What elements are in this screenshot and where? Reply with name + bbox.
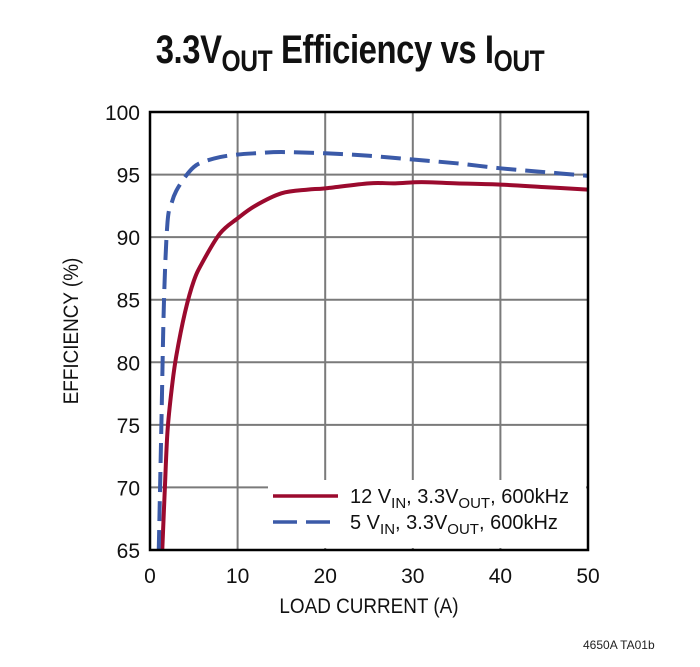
data-curves <box>156 150 589 551</box>
y-tick-label: 65 <box>117 540 140 563</box>
series-5vin-curve <box>156 150 589 551</box>
y-tick-label: 85 <box>117 290 140 313</box>
y-tick-label: 80 <box>117 352 140 375</box>
title-sub1: OUT <box>221 45 273 78</box>
y-tick-label: 70 <box>117 477 140 500</box>
series-12vin-curve <box>160 180 589 551</box>
title-part2: Efficiency vs I <box>272 28 494 72</box>
x-tick-label: 50 <box>576 565 599 588</box>
legend-background <box>268 480 586 548</box>
x-tick-label: 10 <box>226 565 249 588</box>
plot-frame <box>148 110 590 552</box>
axis-ticks: 0 10 20 30 40 50 65 70 75 80 85 90 95 100 <box>105 102 600 588</box>
y-axis-label: EFFICIENCY (%) <box>60 258 83 405</box>
y-tick-label: 75 <box>117 415 140 438</box>
title-part1: 3.3V <box>155 28 222 72</box>
chart-title: 3.3VOUT Efficiency vs IOUT <box>63 28 637 79</box>
legend: 12 VIN, 3.3VOUT, 600kHz 5 VIN, 3.3VOUT, … <box>273 486 569 538</box>
x-tick-label: 40 <box>489 565 512 588</box>
x-tick-label: 0 <box>144 565 156 588</box>
x-axis-label: LOAD CURRENT (A) <box>279 595 458 618</box>
legend-label-5vin: 5 VIN, 3.3VOUT, 600kHz <box>350 512 558 538</box>
figure-id: 4650A TA01b <box>583 638 655 652</box>
x-tick-label: 30 <box>401 565 424 588</box>
x-tick-label: 20 <box>314 565 337 588</box>
title-sub2: OUT <box>493 45 545 78</box>
y-tick-label: 100 <box>105 102 140 125</box>
y-tick-label: 95 <box>117 165 140 188</box>
legend-label-12vin: 12 VIN, 3.3VOUT, 600kHz <box>350 486 569 512</box>
y-tick-label: 90 <box>117 227 140 250</box>
